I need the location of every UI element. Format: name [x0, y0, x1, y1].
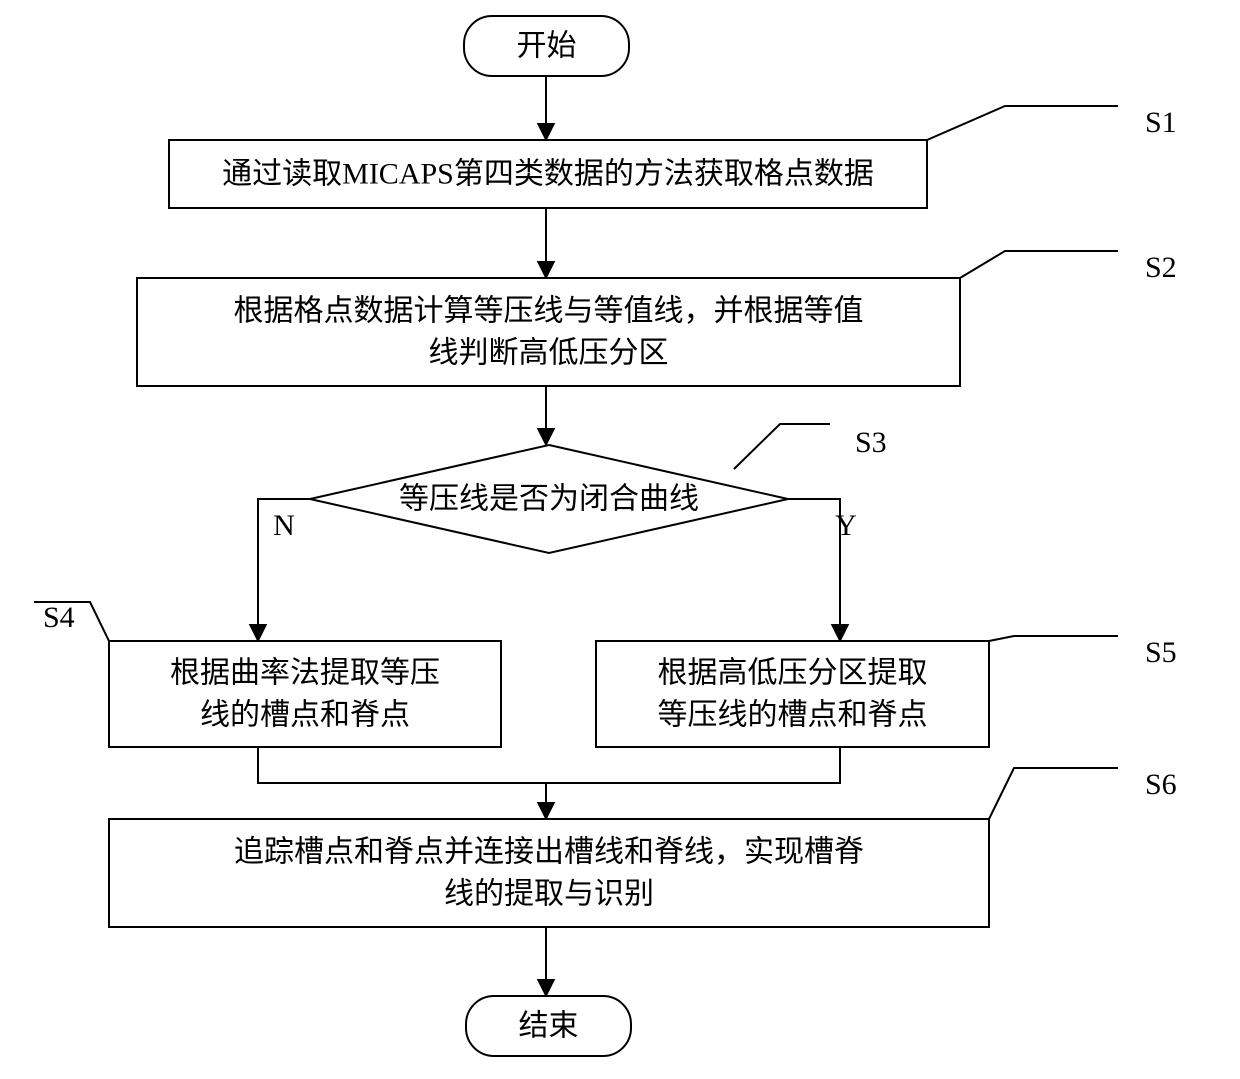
step-label-S1: S1: [1145, 106, 1177, 139]
node-text-line: 等压线的槽点和脊点: [658, 699, 928, 732]
node-s1: 通过读取MICAPS第四类数据的方法获取格点数据: [169, 140, 927, 208]
node-text-line: 等压线是否为闭合曲线: [399, 483, 699, 516]
step-label-S3: S3: [855, 426, 887, 459]
node-s6: 追踪槽点和脊点并连接出槽线和脊线，实现槽脊线的提取与识别: [109, 819, 989, 927]
node-text-line: 线判断高低压分区: [429, 337, 669, 370]
node-text-line: 根据高低压分区提取: [658, 657, 928, 690]
node-s4: 根据曲率法提取等压线的槽点和脊点: [109, 641, 501, 747]
node-s3: 等压线是否为闭合曲线: [310, 445, 788, 553]
edge-s5-s6: [546, 747, 840, 783]
node-text-line: 追踪槽点和脊点并连接出槽线和脊线，实现槽脊: [234, 836, 864, 869]
node-text-line: 根据格点数据计算等压线与等值线，并根据等值: [234, 295, 864, 328]
edge-label-N: N: [273, 509, 295, 542]
node-s2: 根据格点数据计算等压线与等值线，并根据等值线判断高低压分区: [137, 278, 960, 386]
node-text-line: 开始: [517, 30, 577, 63]
node-text-line: 线的槽点和脊点: [200, 699, 410, 732]
edge-label-Y: Y: [835, 509, 857, 542]
step-label-S5: S5: [1145, 636, 1177, 669]
node-text-line: 通过读取MICAPS第四类数据的方法获取格点数据: [222, 158, 874, 191]
step-label-S2: S2: [1145, 251, 1177, 284]
edge-s3-s5: [788, 499, 840, 641]
node-s5: 根据高低压分区提取等压线的槽点和脊点: [596, 641, 989, 747]
node-start: 开始: [464, 16, 629, 76]
node-text-line: 根据曲率法提取等压: [170, 657, 440, 690]
step-leader-S3: [734, 424, 830, 469]
nodes-layer: 开始通过读取MICAPS第四类数据的方法获取格点数据根据格点数据计算等压线与等值…: [109, 16, 989, 1056]
step-label-S4: S4: [43, 601, 75, 634]
node-text-line: 线的提取与识别: [444, 878, 654, 911]
step-leader-S2: [960, 251, 1118, 278]
step-leader-S5: [989, 636, 1118, 641]
step-leader-S1: [927, 106, 1118, 140]
step-leader-S6: [989, 768, 1118, 819]
edge-s4-s6: [258, 747, 546, 819]
flowchart-diagram: NY开始通过读取MICAPS第四类数据的方法获取格点数据根据格点数据计算等压线与…: [0, 0, 1240, 1079]
node-text-line: 结束: [519, 1010, 579, 1043]
step-label-S6: S6: [1145, 768, 1177, 801]
node-end: 结束: [466, 996, 631, 1056]
